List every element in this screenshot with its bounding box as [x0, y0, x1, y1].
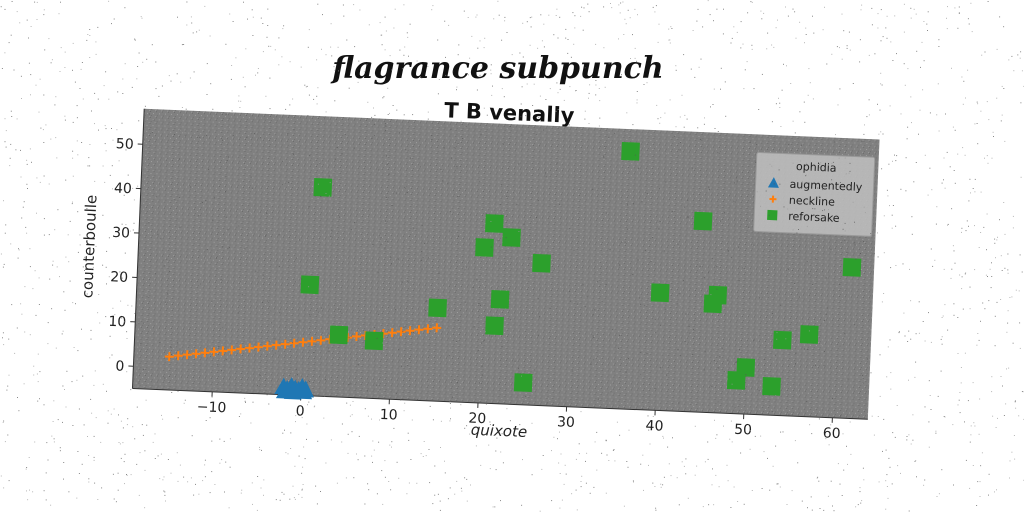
data-point-reforsake [514, 373, 533, 392]
data-point-reforsake [502, 228, 521, 247]
y-tick-label: 0 [115, 359, 125, 375]
data-point-reforsake [491, 290, 510, 309]
data-point-reforsake [621, 142, 640, 161]
data-point-reforsake [736, 358, 755, 377]
data-point-reforsake [485, 316, 504, 335]
legend-marker-reforsake [767, 210, 777, 220]
x-tick-label: 30 [557, 414, 575, 431]
data-point-reforsake [365, 331, 384, 350]
data-point-reforsake [694, 212, 713, 231]
x-tick-label: −10 [196, 399, 226, 416]
x-tick-label: 0 [295, 403, 305, 419]
chart-suptitle: flagrance subpunch [330, 51, 663, 86]
y-tick-label: 10 [108, 314, 126, 331]
y-tick-label: 20 [110, 269, 128, 286]
y-tick-label: 50 [116, 136, 134, 153]
x-tick-label: 10 [379, 407, 397, 424]
data-point-reforsake [428, 298, 447, 317]
y-tick-label: 30 [112, 225, 130, 242]
data-point-reforsake [329, 325, 348, 344]
data-point-reforsake [773, 331, 792, 350]
data-point-reforsake [485, 214, 504, 233]
legend-label-reforsake: reforsake [788, 210, 840, 225]
data-point-reforsake [708, 286, 727, 305]
data-point-reforsake [762, 377, 781, 396]
legend-label-neckline: neckline [789, 194, 836, 209]
x-tick-label: 40 [645, 418, 663, 435]
data-point-reforsake [651, 283, 670, 302]
data-point-reforsake [800, 325, 819, 344]
x-tick-label: 50 [734, 422, 752, 439]
x-tick-label: 60 [822, 425, 840, 442]
x-axis-label: quixote [470, 421, 527, 441]
data-point-reforsake [313, 178, 332, 197]
y-axis-label: counterboulle [78, 194, 100, 298]
data-point-reforsake [301, 275, 320, 294]
data-point-reforsake [843, 258, 862, 277]
y-tick-label: 40 [114, 181, 132, 198]
data-point-reforsake [532, 254, 551, 273]
legend-title: ophidia [796, 160, 837, 175]
